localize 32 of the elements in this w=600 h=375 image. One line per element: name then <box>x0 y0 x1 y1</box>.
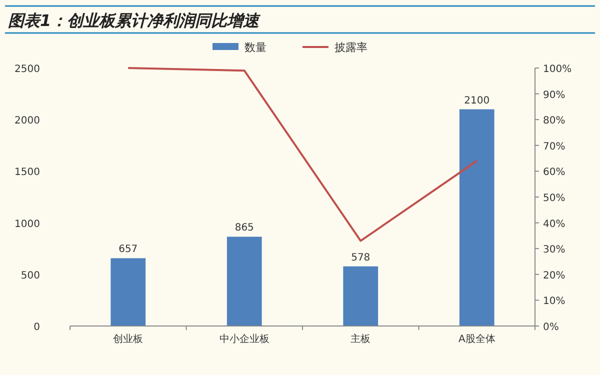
x-tick-label: 中小企业板 <box>219 333 270 345</box>
bar <box>459 109 494 326</box>
y2-tick-label: 30% <box>543 244 566 256</box>
bar <box>110 258 146 326</box>
y2-tick-label: 100% <box>543 64 572 75</box>
y-tick-label: 1000 <box>14 218 40 230</box>
bar <box>343 266 378 326</box>
y2-tick-label: 40% <box>543 218 566 230</box>
y2-tick-label: 80% <box>543 116 566 127</box>
x-tick-label: 主板 <box>350 333 371 345</box>
data-label: 865 <box>234 222 254 234</box>
legend-label: 披露率 <box>334 41 368 54</box>
y-tick-label: 0 <box>34 322 40 333</box>
y2-tick-label: 0% <box>543 322 559 333</box>
y2-tick-label: 20% <box>543 270 566 282</box>
chart-title: 图表1：创业板累计净利润同比增速 <box>8 11 262 30</box>
y-tick-label: 2500 <box>14 64 40 75</box>
data-label: 657 <box>118 244 138 256</box>
data-label: 578 <box>351 252 370 264</box>
data-label: 2100 <box>464 95 490 106</box>
y-tick-label: 500 <box>20 270 40 282</box>
y2-tick-label: 10% <box>543 296 566 308</box>
y-tick-label: 1500 <box>14 167 40 178</box>
y-tick-label: 2000 <box>14 116 40 127</box>
x-tick-label: A股全体 <box>458 333 496 345</box>
y2-tick-label: 70% <box>543 141 566 152</box>
legend-label: 数量 <box>244 41 266 54</box>
y2-tick-label: 90% <box>543 90 566 101</box>
y2-tick-label: 60% <box>543 167 566 178</box>
x-tick-label: 创业板 <box>113 333 144 345</box>
y2-tick-label: 50% <box>543 193 566 204</box>
bar <box>226 236 262 326</box>
